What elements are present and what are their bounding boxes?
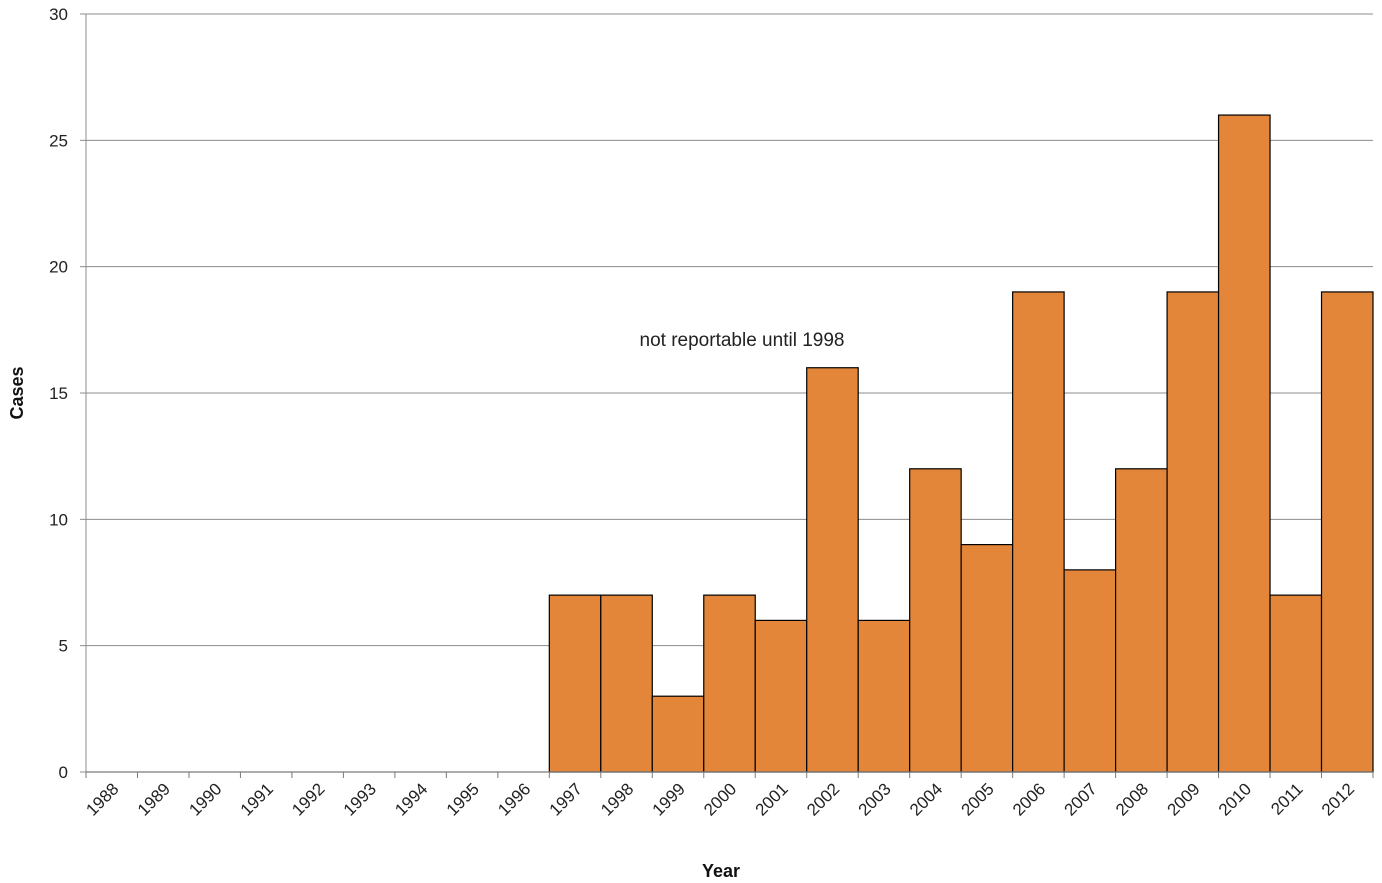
bar-1998 [600, 594, 653, 773]
x-tick-label: 1998 [597, 779, 637, 819]
axes [80, 13, 1374, 778]
x-tick-label: 1990 [185, 779, 225, 819]
x-tick-label: 1999 [649, 779, 689, 819]
x-tick-label: 2005 [958, 779, 998, 819]
y-tick-label: 25 [49, 131, 68, 150]
x-tick-label: 2008 [1112, 779, 1152, 819]
y-tick-label: 10 [49, 510, 68, 529]
x-tick-label: 2002 [803, 779, 843, 819]
x-tick-label: 2011 [1267, 779, 1306, 818]
bar-2005 [960, 543, 1014, 773]
x-axis-title: Year [702, 861, 740, 881]
x-tick-label: 1997 [546, 779, 586, 819]
bar-2009 [1166, 291, 1220, 773]
bar-2007 [1063, 569, 1117, 773]
bar-2003 [857, 619, 911, 773]
x-tick-label: 1995 [443, 779, 483, 819]
bar-1999 [651, 695, 705, 773]
y-tick-labels: 0 5 10 15 20 25 30 [49, 5, 68, 782]
bar-2006 [1012, 291, 1065, 773]
bar-2001 [754, 619, 808, 773]
x-tick-label: 1989 [134, 779, 174, 819]
bar-2008 [1114, 468, 1168, 773]
x-tick-label: 1996 [494, 779, 534, 819]
bar-1997 [548, 594, 602, 773]
x-tick-label: 2004 [906, 779, 946, 819]
y-tick-label: 20 [49, 258, 68, 277]
bar-2002 [806, 367, 859, 773]
x-tick-label: 2001 [752, 779, 792, 819]
x-tick-label: 2009 [1163, 779, 1203, 819]
x-tick-label: 1994 [391, 779, 431, 819]
x-tick-label: 2012 [1318, 779, 1358, 819]
y-tick-label: 0 [59, 763, 68, 782]
x-tick-label: 2003 [855, 779, 895, 819]
x-tick-label: 1993 [340, 779, 380, 819]
bar-2004 [909, 468, 962, 773]
x-tick-label: 1991 [237, 779, 277, 819]
y-axis-title: Cases [7, 366, 27, 419]
bar-2000 [703, 594, 756, 773]
bar-2012 [1320, 291, 1374, 773]
y-tick-label: 30 [49, 5, 68, 24]
x-tick-label: 1992 [288, 779, 328, 819]
x-tick-label: 2006 [1009, 779, 1049, 819]
bars [548, 114, 1374, 773]
y-tick-label: 15 [49, 384, 68, 403]
x-tick-label: 1988 [82, 779, 122, 819]
chart-annotation: not reportable until 1998 [640, 330, 845, 351]
y-tick-label: 5 [59, 637, 68, 656]
bar-2010 [1217, 114, 1271, 773]
x-tick-label: 2007 [1061, 779, 1101, 819]
x-tick-label: 2000 [700, 779, 740, 819]
x-tick-labels: 1988 1989 1990 1991 1992 1993 1994 1995 1996 1997… [82, 779, 1358, 819]
x-tick-label: 2010 [1215, 779, 1255, 819]
bar-2011 [1269, 594, 1323, 773]
